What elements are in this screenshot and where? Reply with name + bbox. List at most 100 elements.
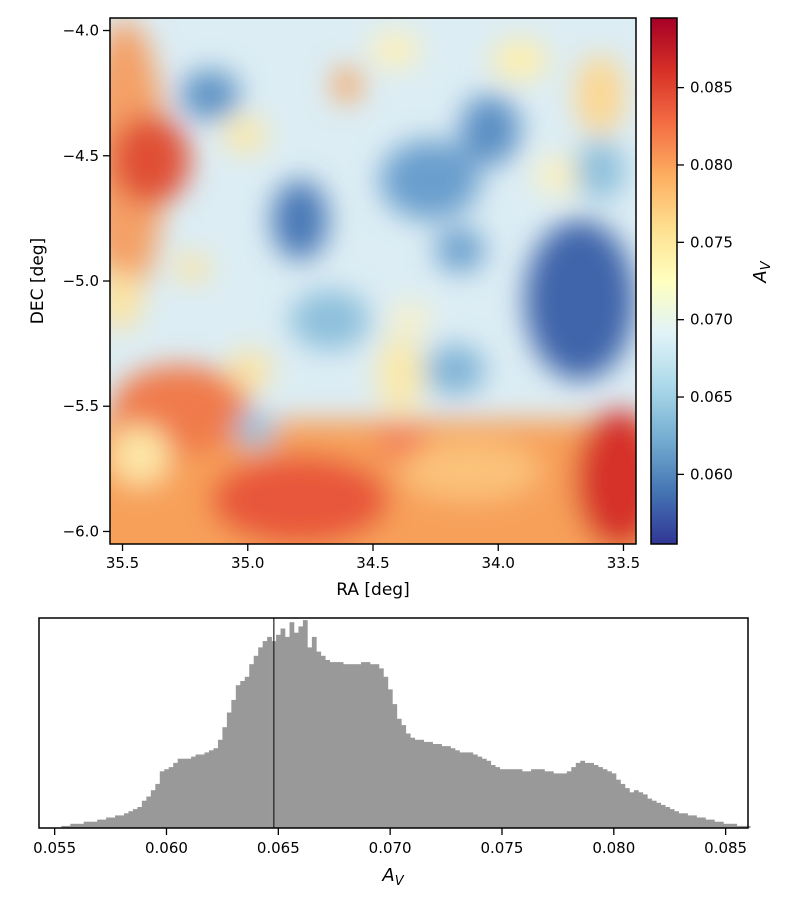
- histogram-bar: [213, 748, 219, 828]
- colorbar-tick-label: 0.080: [690, 156, 733, 174]
- histogram-bar: [276, 634, 281, 828]
- histogram-bar: [629, 792, 635, 828]
- histogram-bar: [736, 825, 742, 828]
- histogram-bar: [267, 636, 272, 828]
- histogram-bar: [164, 769, 170, 828]
- histogram-bar: [392, 704, 398, 828]
- histogram-bar: [557, 773, 563, 828]
- histogram-bar: [575, 762, 581, 828]
- histogram-bar: [137, 807, 143, 828]
- histogram-bar: [298, 626, 304, 828]
- histogram-bar: [258, 647, 263, 828]
- histogram-bar: [499, 769, 505, 828]
- histogram-bar: [320, 655, 326, 828]
- histogram-bar: [620, 783, 626, 828]
- histogram-bar: [65, 825, 71, 828]
- histogram-bar: [88, 821, 93, 828]
- map-y-tick-label: −4.0: [63, 22, 99, 40]
- histogram-bar: [432, 744, 438, 828]
- histogram-bar: [240, 681, 246, 828]
- map-blobs: [110, 20, 636, 544]
- histogram-bar: [374, 664, 380, 828]
- map-x-tick-label: 35.5: [106, 554, 139, 572]
- map-x-ticks: 35.5 35.0 34.5 34.0 33.5: [106, 544, 640, 572]
- histogram-bar: [687, 815, 693, 828]
- histogram-bar: [472, 754, 478, 828]
- histogram-bar: [616, 779, 621, 828]
- histogram-bar: [463, 752, 469, 828]
- colorbar-tick-label: 0.070: [690, 311, 733, 329]
- colorbar-tick-label: 0.065: [690, 388, 733, 406]
- histogram-bar: [508, 769, 514, 828]
- histogram-bar: [535, 769, 541, 828]
- histogram-bar: [477, 756, 483, 828]
- histogram-bar: [253, 655, 259, 828]
- histogram-x-tick-label: 0.085: [704, 839, 747, 857]
- histogram-bar: [387, 689, 393, 828]
- histogram-bar: [468, 752, 474, 828]
- histogram-bar: [423, 741, 429, 828]
- histogram-bar: [70, 823, 76, 828]
- map-x-tick-label: 33.5: [607, 554, 640, 572]
- map-y-tick-label: −5.5: [63, 397, 99, 415]
- map-x-tick-label: 34.5: [356, 554, 389, 572]
- histogram-bar: [450, 748, 456, 828]
- histogram-bar: [602, 769, 608, 828]
- histogram-bar: [718, 821, 724, 828]
- histogram-bar: [410, 737, 416, 828]
- histogram-bar: [285, 636, 290, 828]
- histogram-bar: [235, 685, 241, 828]
- histogram-bar: [356, 664, 362, 828]
- histogram-bar: [486, 760, 492, 828]
- histogram-bar: [249, 664, 255, 828]
- histogram-x-tick-label: 0.080: [592, 839, 635, 857]
- histogram-bar: [513, 769, 518, 828]
- histogram-bar: [244, 676, 250, 828]
- histogram-bar: [678, 813, 684, 828]
- histogram-bar: [262, 641, 268, 828]
- histogram-bar: [481, 758, 487, 828]
- histogram-bar: [329, 662, 335, 828]
- map-y-axis-label: DEC [deg]: [28, 238, 48, 324]
- histogram-bar: [414, 739, 420, 828]
- histogram-bar: [419, 739, 424, 828]
- histogram-bar: [195, 754, 201, 828]
- histogram-bar: [146, 796, 152, 828]
- histogram-bar: [624, 788, 630, 828]
- histogram-bar: [539, 769, 545, 828]
- histogram-bar: [289, 622, 295, 828]
- histogram-bar: [352, 664, 357, 828]
- histogram-bar: [307, 647, 313, 828]
- histogram-bar: [651, 800, 657, 828]
- histogram-x-tick-label: 0.065: [257, 839, 300, 857]
- histogram-bar: [347, 664, 353, 828]
- histogram-bar: [334, 662, 340, 828]
- histogram-bar: [562, 773, 568, 828]
- histogram-bar: [669, 809, 675, 828]
- histogram-bar: [128, 811, 134, 828]
- histogram-bar: [204, 752, 210, 828]
- histogram-bar: [607, 771, 612, 828]
- histogram-bar: [553, 773, 559, 828]
- map-y-tick-label: −5.0: [63, 272, 99, 290]
- histogram-bar: [459, 752, 465, 828]
- histogram-bar: [526, 771, 532, 828]
- histogram-bar: [660, 804, 666, 828]
- histogram-bar: [200, 754, 205, 828]
- histogram-x-tick-label: 0.055: [33, 839, 76, 857]
- histogram-bar: [714, 821, 720, 828]
- histogram-bar: [173, 762, 178, 828]
- histogram-bar: [589, 762, 594, 828]
- histogram-bar: [593, 765, 599, 828]
- extinction-map: [110, 18, 636, 544]
- histogram-bar: [544, 771, 550, 828]
- histogram-bars: [61, 620, 751, 828]
- histogram-bar: [611, 773, 617, 828]
- histogram-x-tick-label: 0.070: [369, 839, 412, 857]
- histogram-bar: [370, 664, 375, 828]
- histogram-bar: [683, 813, 688, 828]
- histogram-bar: [231, 699, 237, 828]
- histogram-bar: [396, 718, 402, 828]
- histogram-bar: [656, 802, 662, 828]
- histogram-bar: [338, 662, 344, 828]
